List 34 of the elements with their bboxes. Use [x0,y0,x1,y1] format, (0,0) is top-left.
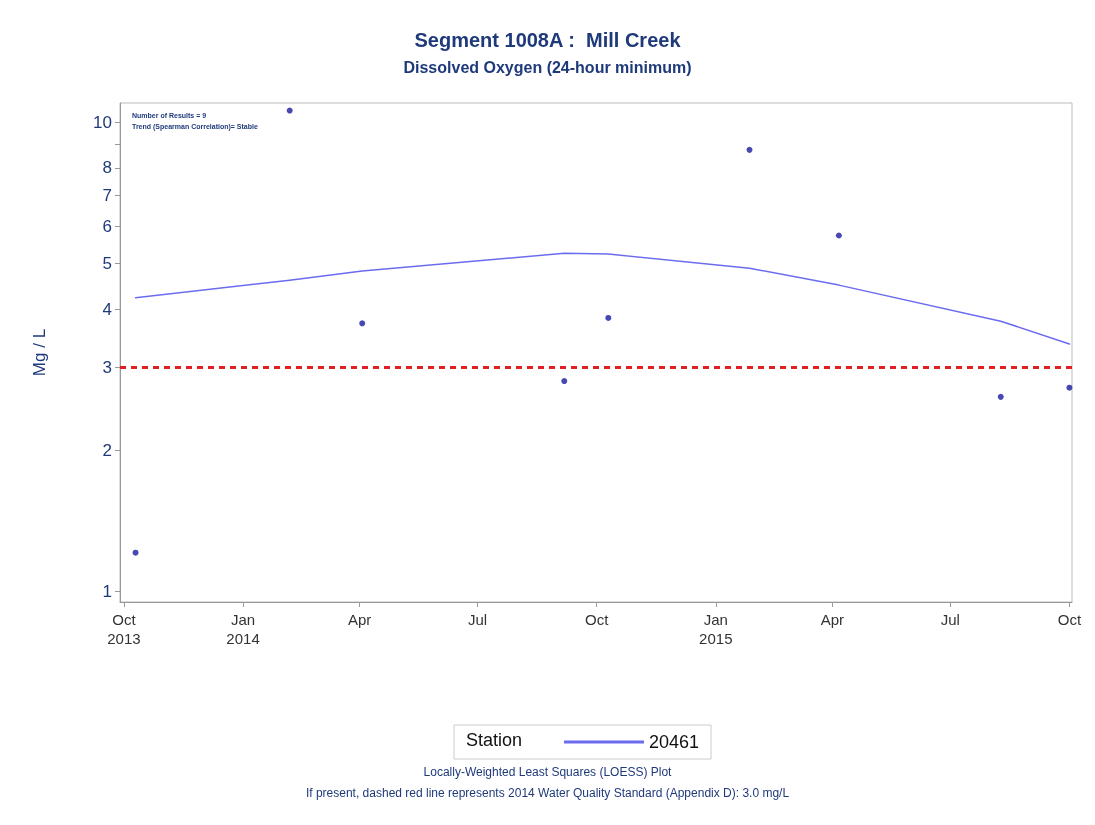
chart-title: Segment 1008A : Mill Creek [414,29,682,51]
point [835,232,842,239]
x-tick-label: Apr [347,611,372,628]
y-tick-label: 2 [102,440,112,460]
x-tick-label: Oct 2013 [107,611,141,647]
legend-title: Station [466,730,523,750]
point [605,314,612,321]
x-tick-label: Jan 2014 [226,611,260,647]
y-tick-label: 4 [102,299,112,319]
y-axis-title: Mg / L [30,328,49,377]
x-tick-label: Oct [1057,611,1082,628]
legend-label: 20461 [649,732,700,752]
y-tick-label: 7 [102,185,112,205]
point [997,393,1004,400]
x-tick-label: Jul [467,611,488,628]
x-tick-label: Oct [584,611,610,628]
text: If present, dashed red line represents 2014 Water Quality Standard (Appendix D): 3.0 mg/L [305,786,790,800]
point [359,320,366,327]
y-tick-label: 1 [102,582,112,602]
x-tick-label: Apr [820,611,845,628]
chart-subtitle: Dissolved Oxygen (24-hour minimum) [403,58,692,76]
x-tick-label: Jan 2015 [699,611,733,647]
y-tick-label: 8 [102,158,112,178]
y-tick-label: 10 [93,112,112,132]
point [1066,384,1073,391]
point [746,146,753,153]
point [132,549,139,556]
x-tick-label: Jul [940,611,960,628]
text: Locally-Weighted Least Squares (LOESS) Plot [423,765,673,779]
y-tick-label: 3 [102,358,112,378]
point [561,378,568,385]
y-tick-label: 6 [102,216,112,236]
line-series [134,252,1071,345]
y-tick-label: 5 [102,254,112,274]
